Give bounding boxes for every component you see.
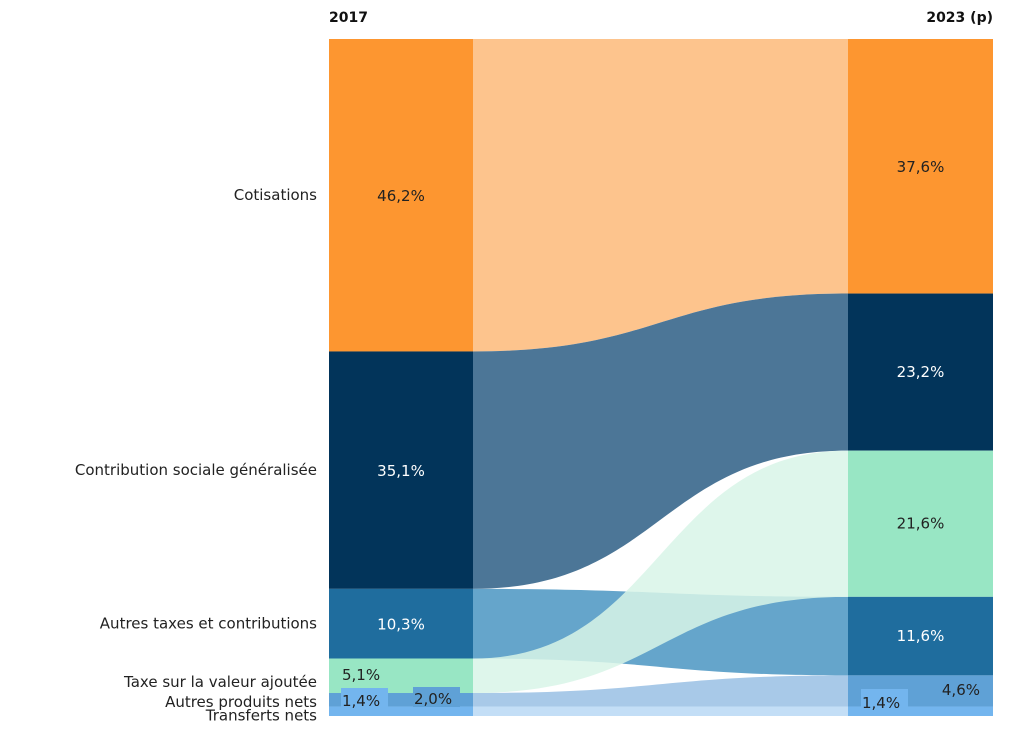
node-right-taxe-sur-la-valeur-ajoutee (848, 450, 993, 597)
node-left-transferts-nets (329, 706, 473, 716)
category-label-taxe-sur-la-valeur-ajoutee: Taxe sur la valeur ajoutée (123, 673, 317, 691)
node-right-transferts-nets (848, 706, 993, 716)
value-label-2017-contribution-sociale-generalisee: 35,1% (377, 462, 425, 480)
node-left-cotisations (329, 39, 473, 352)
flow-transferts-nets (473, 706, 848, 716)
flow-taxe-sur-la-valeur-ajoutee (473, 450, 848, 694)
category-label-contribution-sociale-generalisee: Contribution sociale généralisée (75, 461, 317, 479)
category-label-cotisations: Cotisations (234, 186, 317, 204)
node-left-autres-taxes-et-contributions (329, 588, 473, 659)
value-label-2023-contribution-sociale-generalisee: 23,2% (897, 363, 945, 381)
category-label-autres-produits-nets: Autres produits nets (165, 693, 317, 711)
node-right-autres-taxes-et-contributions (848, 596, 993, 676)
value-label-bg-2017-transferts-nets (341, 688, 388, 708)
value-label-2023-autres-produits-nets: 4,6% (942, 681, 980, 699)
flow-autres-produits-nets (473, 675, 848, 707)
value-label-2017-cotisations: 46,2% (377, 187, 425, 205)
value-label-bg-2017-autres-produits-nets (413, 687, 460, 707)
value-label-2023-autres-taxes-et-contributions: 11,6% (897, 627, 945, 645)
value-label-2017-transferts-nets: 1,4% (342, 692, 380, 710)
value-label-2017-autres-taxes-et-contributions: 10,3% (377, 616, 425, 634)
flows-layer (473, 39, 848, 716)
category-label-transferts-nets: Transferts nets (205, 706, 317, 724)
node-right-contribution-sociale-generalisee (848, 293, 993, 451)
value-label-bg-2023-transferts-nets (861, 689, 908, 711)
value-label-2023-cotisations: 37,6% (897, 158, 945, 176)
category-label-autres-taxes-et-contributions: Autres taxes et contributions (100, 615, 317, 633)
nodes-layer (329, 39, 993, 716)
flow-cotisations (473, 39, 848, 352)
value-label-2023-taxe-sur-la-valeur-ajoutee: 21,6% (897, 515, 945, 533)
value-label-2023-transferts-nets: 1,4% (862, 694, 900, 712)
node-right-cotisations (848, 39, 993, 294)
node-left-contribution-sociale-generalisee (329, 351, 473, 589)
value-label-2017-taxe-sur-la-valeur-ajoutee: 5,1% (342, 666, 380, 684)
value-label-2017-autres-produits-nets: 2,0% (414, 690, 452, 708)
column-header-2023: 2023 (p) (926, 10, 993, 26)
column-header-2017: 2017 (329, 10, 368, 26)
flow-contribution-sociale-generalisee (473, 293, 848, 589)
labels-layer: Cotisations Contribution sociale générali… (75, 158, 980, 724)
